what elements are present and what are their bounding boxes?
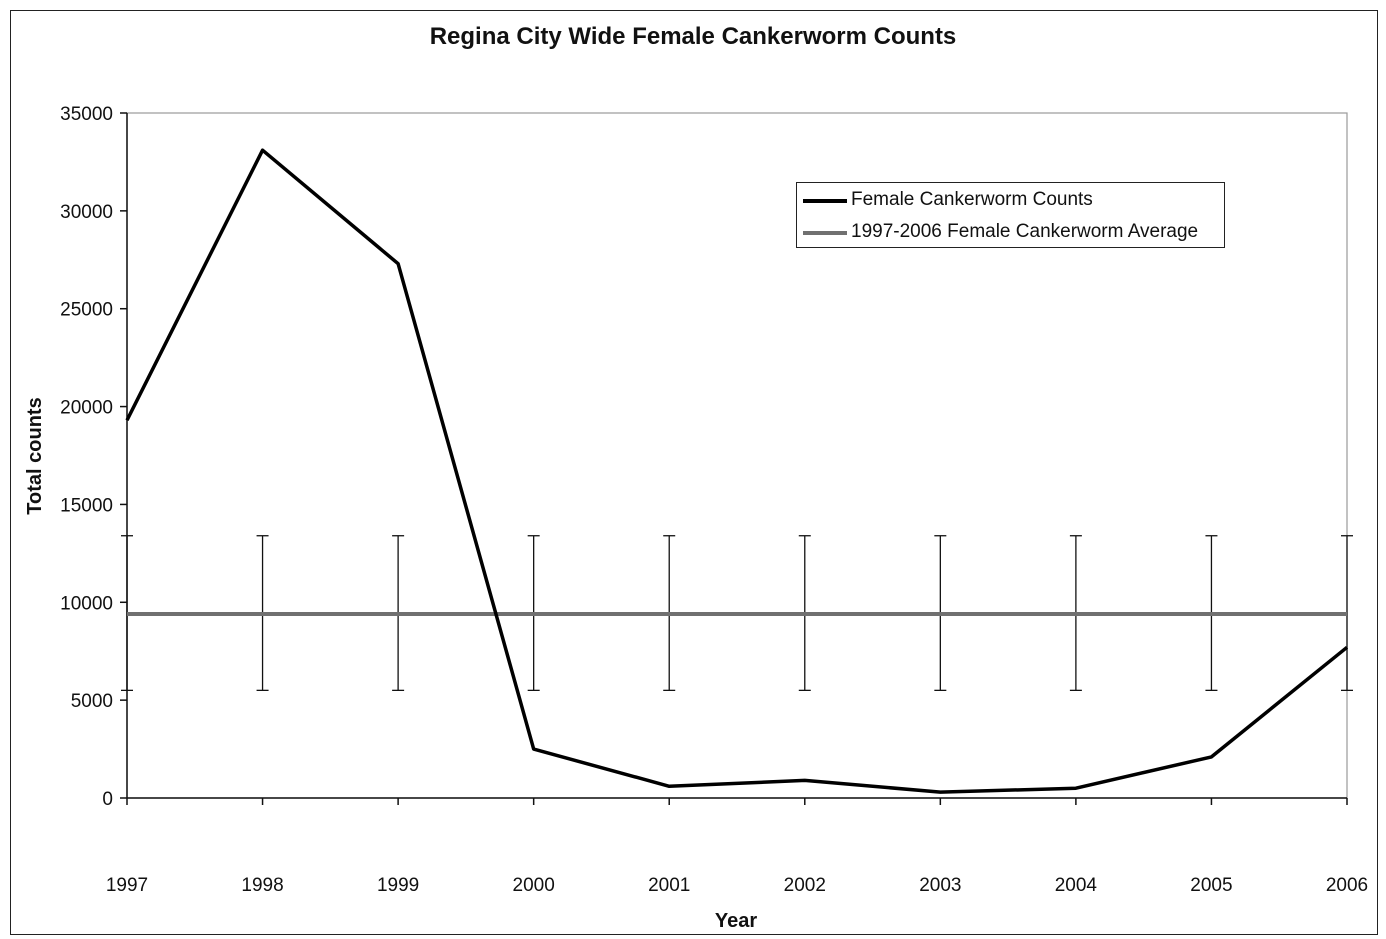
series-layer — [125, 148, 1349, 794]
x-tick-label: 1999 — [377, 875, 419, 896]
legend-swatch-average — [803, 231, 847, 235]
legend-item-counts: Female Cankerworm Counts — [797, 185, 1224, 215]
y-tick-label: 25000 — [60, 300, 113, 321]
y-tick-label: 30000 — [60, 202, 113, 223]
x-tick-label: 2003 — [919, 875, 961, 896]
y-tick-label: 10000 — [60, 593, 113, 614]
legend-label-counts: Female Cankerworm Counts — [851, 189, 1093, 210]
chart-title: Regina City Wide Female Cankerworm Count… — [429, 23, 957, 50]
y-axis: 0 5000 10000 15000 20000 25000 30000 35000 — [60, 104, 128, 810]
y-tick-label: 35000 — [60, 104, 113, 125]
legend-swatch-counts — [803, 199, 847, 203]
x-tick-label: 2004 — [1055, 875, 1098, 896]
x-tick-label: 2002 — [784, 875, 826, 896]
x-axis: 1997 1998 1999 2000 2001 2002 2003 2004 2005 2006 — [106, 797, 1368, 896]
x-axis-label: Year — [715, 910, 757, 932]
legend-item-average: 1997-2006 Female Cankerworm Average — [797, 217, 1224, 247]
legend: Female Cankerworm Counts 1997-2006 Femal… — [796, 182, 1225, 248]
x-tick-label: 1997 — [106, 875, 148, 896]
x-tick-label: 2000 — [513, 875, 555, 896]
y-axis-label: Total counts — [24, 397, 46, 514]
x-tick-label: 2005 — [1190, 875, 1232, 896]
legend-label-average: 1997-2006 Female Cankerworm Average — [851, 221, 1199, 242]
x-tick-label: 2001 — [648, 875, 690, 896]
y-tick-label: 20000 — [60, 398, 113, 419]
y-tick-label: 15000 — [60, 495, 113, 516]
y-tick-label: 0 — [102, 789, 113, 810]
x-tick-label: 1998 — [241, 875, 283, 896]
series-line-counts — [125, 148, 1349, 794]
chart-frame — [10, 10, 1378, 935]
y-tick-label: 5000 — [71, 691, 113, 712]
x-tick-label: 2006 — [1326, 875, 1368, 896]
